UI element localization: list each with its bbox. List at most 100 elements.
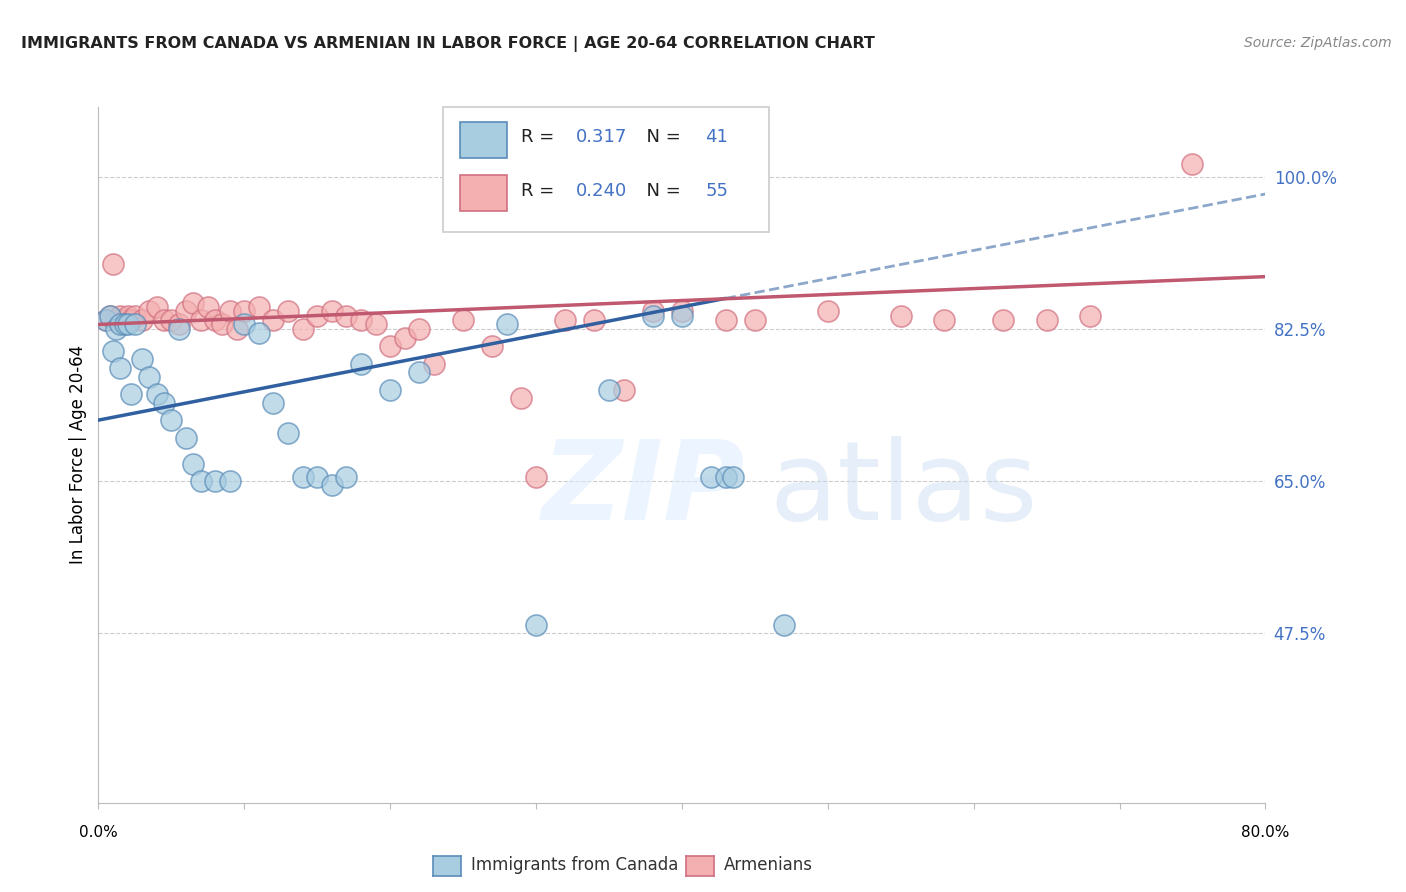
Point: [110, 318, 132, 332]
Point: [451, 313, 474, 327]
Point: [101, 343, 124, 358]
Point: [641, 309, 664, 323]
Point: [598, 383, 620, 397]
Point: [138, 304, 160, 318]
Text: Armenians: Armenians: [724, 856, 813, 874]
Point: [218, 304, 240, 318]
Point: [263, 313, 285, 327]
Point: [120, 313, 142, 327]
Point: [291, 322, 314, 336]
Point: [110, 309, 132, 323]
Text: Source: ZipAtlas.com: Source: ZipAtlas.com: [1244, 36, 1392, 50]
Point: [408, 365, 430, 379]
Point: [104, 313, 127, 327]
Point: [291, 469, 314, 483]
Text: IMMIGRANTS FROM CANADA VS ARMENIAN IN LABOR FORCE | AGE 20-64 CORRELATION CHART: IMMIGRANTS FROM CANADA VS ARMENIAN IN LA…: [21, 36, 875, 52]
Point: [524, 469, 547, 483]
Point: [104, 322, 127, 336]
Text: ZIP: ZIP: [541, 436, 745, 543]
Point: [94, 313, 117, 327]
Point: [934, 313, 956, 327]
Point: [247, 300, 270, 314]
Point: [1181, 156, 1204, 170]
Point: [408, 322, 430, 336]
Text: 41: 41: [706, 128, 728, 146]
Point: [218, 474, 240, 488]
Point: [481, 339, 503, 353]
Point: [277, 304, 299, 318]
Text: N =: N =: [636, 128, 686, 146]
Point: [671, 309, 693, 323]
Point: [773, 617, 796, 632]
Point: [153, 313, 176, 327]
Point: [247, 326, 270, 341]
Point: [364, 318, 387, 332]
Point: [167, 322, 190, 336]
Point: [744, 313, 766, 327]
Point: [138, 369, 160, 384]
Point: [641, 304, 664, 318]
Point: [94, 313, 117, 327]
Point: [98, 309, 121, 323]
Text: 0.0%: 0.0%: [79, 824, 118, 839]
Point: [101, 257, 124, 271]
Point: [307, 309, 329, 323]
Point: [167, 318, 190, 332]
Bar: [460, 175, 508, 211]
Point: [124, 318, 146, 332]
Point: [335, 309, 357, 323]
Point: [991, 313, 1014, 327]
Point: [114, 313, 136, 327]
Text: 55: 55: [706, 182, 728, 200]
Point: [117, 318, 139, 332]
Point: [496, 318, 519, 332]
Point: [190, 313, 212, 327]
Point: [671, 304, 693, 318]
Point: [174, 304, 197, 318]
Point: [350, 313, 373, 327]
Point: [110, 361, 132, 376]
Point: [131, 352, 153, 367]
Point: [114, 318, 136, 332]
Text: 0.240: 0.240: [575, 182, 627, 200]
Point: [510, 392, 533, 406]
Text: N =: N =: [636, 182, 686, 200]
Point: [524, 617, 547, 632]
Point: [124, 309, 146, 323]
Point: [817, 304, 839, 318]
Point: [160, 413, 183, 427]
Text: Immigrants from Canada: Immigrants from Canada: [471, 856, 678, 874]
Point: [380, 339, 402, 353]
Point: [714, 313, 737, 327]
Point: [350, 357, 373, 371]
Point: [721, 469, 744, 483]
Point: [226, 322, 249, 336]
Point: [181, 457, 204, 471]
Y-axis label: In Labor Force | Age 20-64: In Labor Force | Age 20-64: [69, 345, 87, 565]
Point: [117, 309, 139, 323]
Point: [190, 474, 212, 488]
Point: [890, 309, 912, 323]
Point: [700, 469, 723, 483]
Point: [146, 300, 169, 314]
Text: 80.0%: 80.0%: [1241, 824, 1289, 839]
Point: [174, 431, 197, 445]
Point: [307, 469, 329, 483]
Point: [321, 478, 343, 492]
Point: [131, 313, 153, 327]
Point: [120, 387, 142, 401]
Point: [204, 313, 226, 327]
Text: 0.317: 0.317: [575, 128, 627, 146]
Point: [233, 304, 256, 318]
Point: [380, 383, 402, 397]
Text: atlas: atlas: [769, 436, 1038, 543]
Point: [321, 304, 343, 318]
Point: [98, 309, 121, 323]
Point: [277, 426, 299, 441]
Point: [181, 295, 204, 310]
Point: [554, 313, 576, 327]
Point: [613, 383, 636, 397]
Bar: [460, 121, 508, 158]
Point: [211, 318, 233, 332]
Point: [1080, 309, 1102, 323]
